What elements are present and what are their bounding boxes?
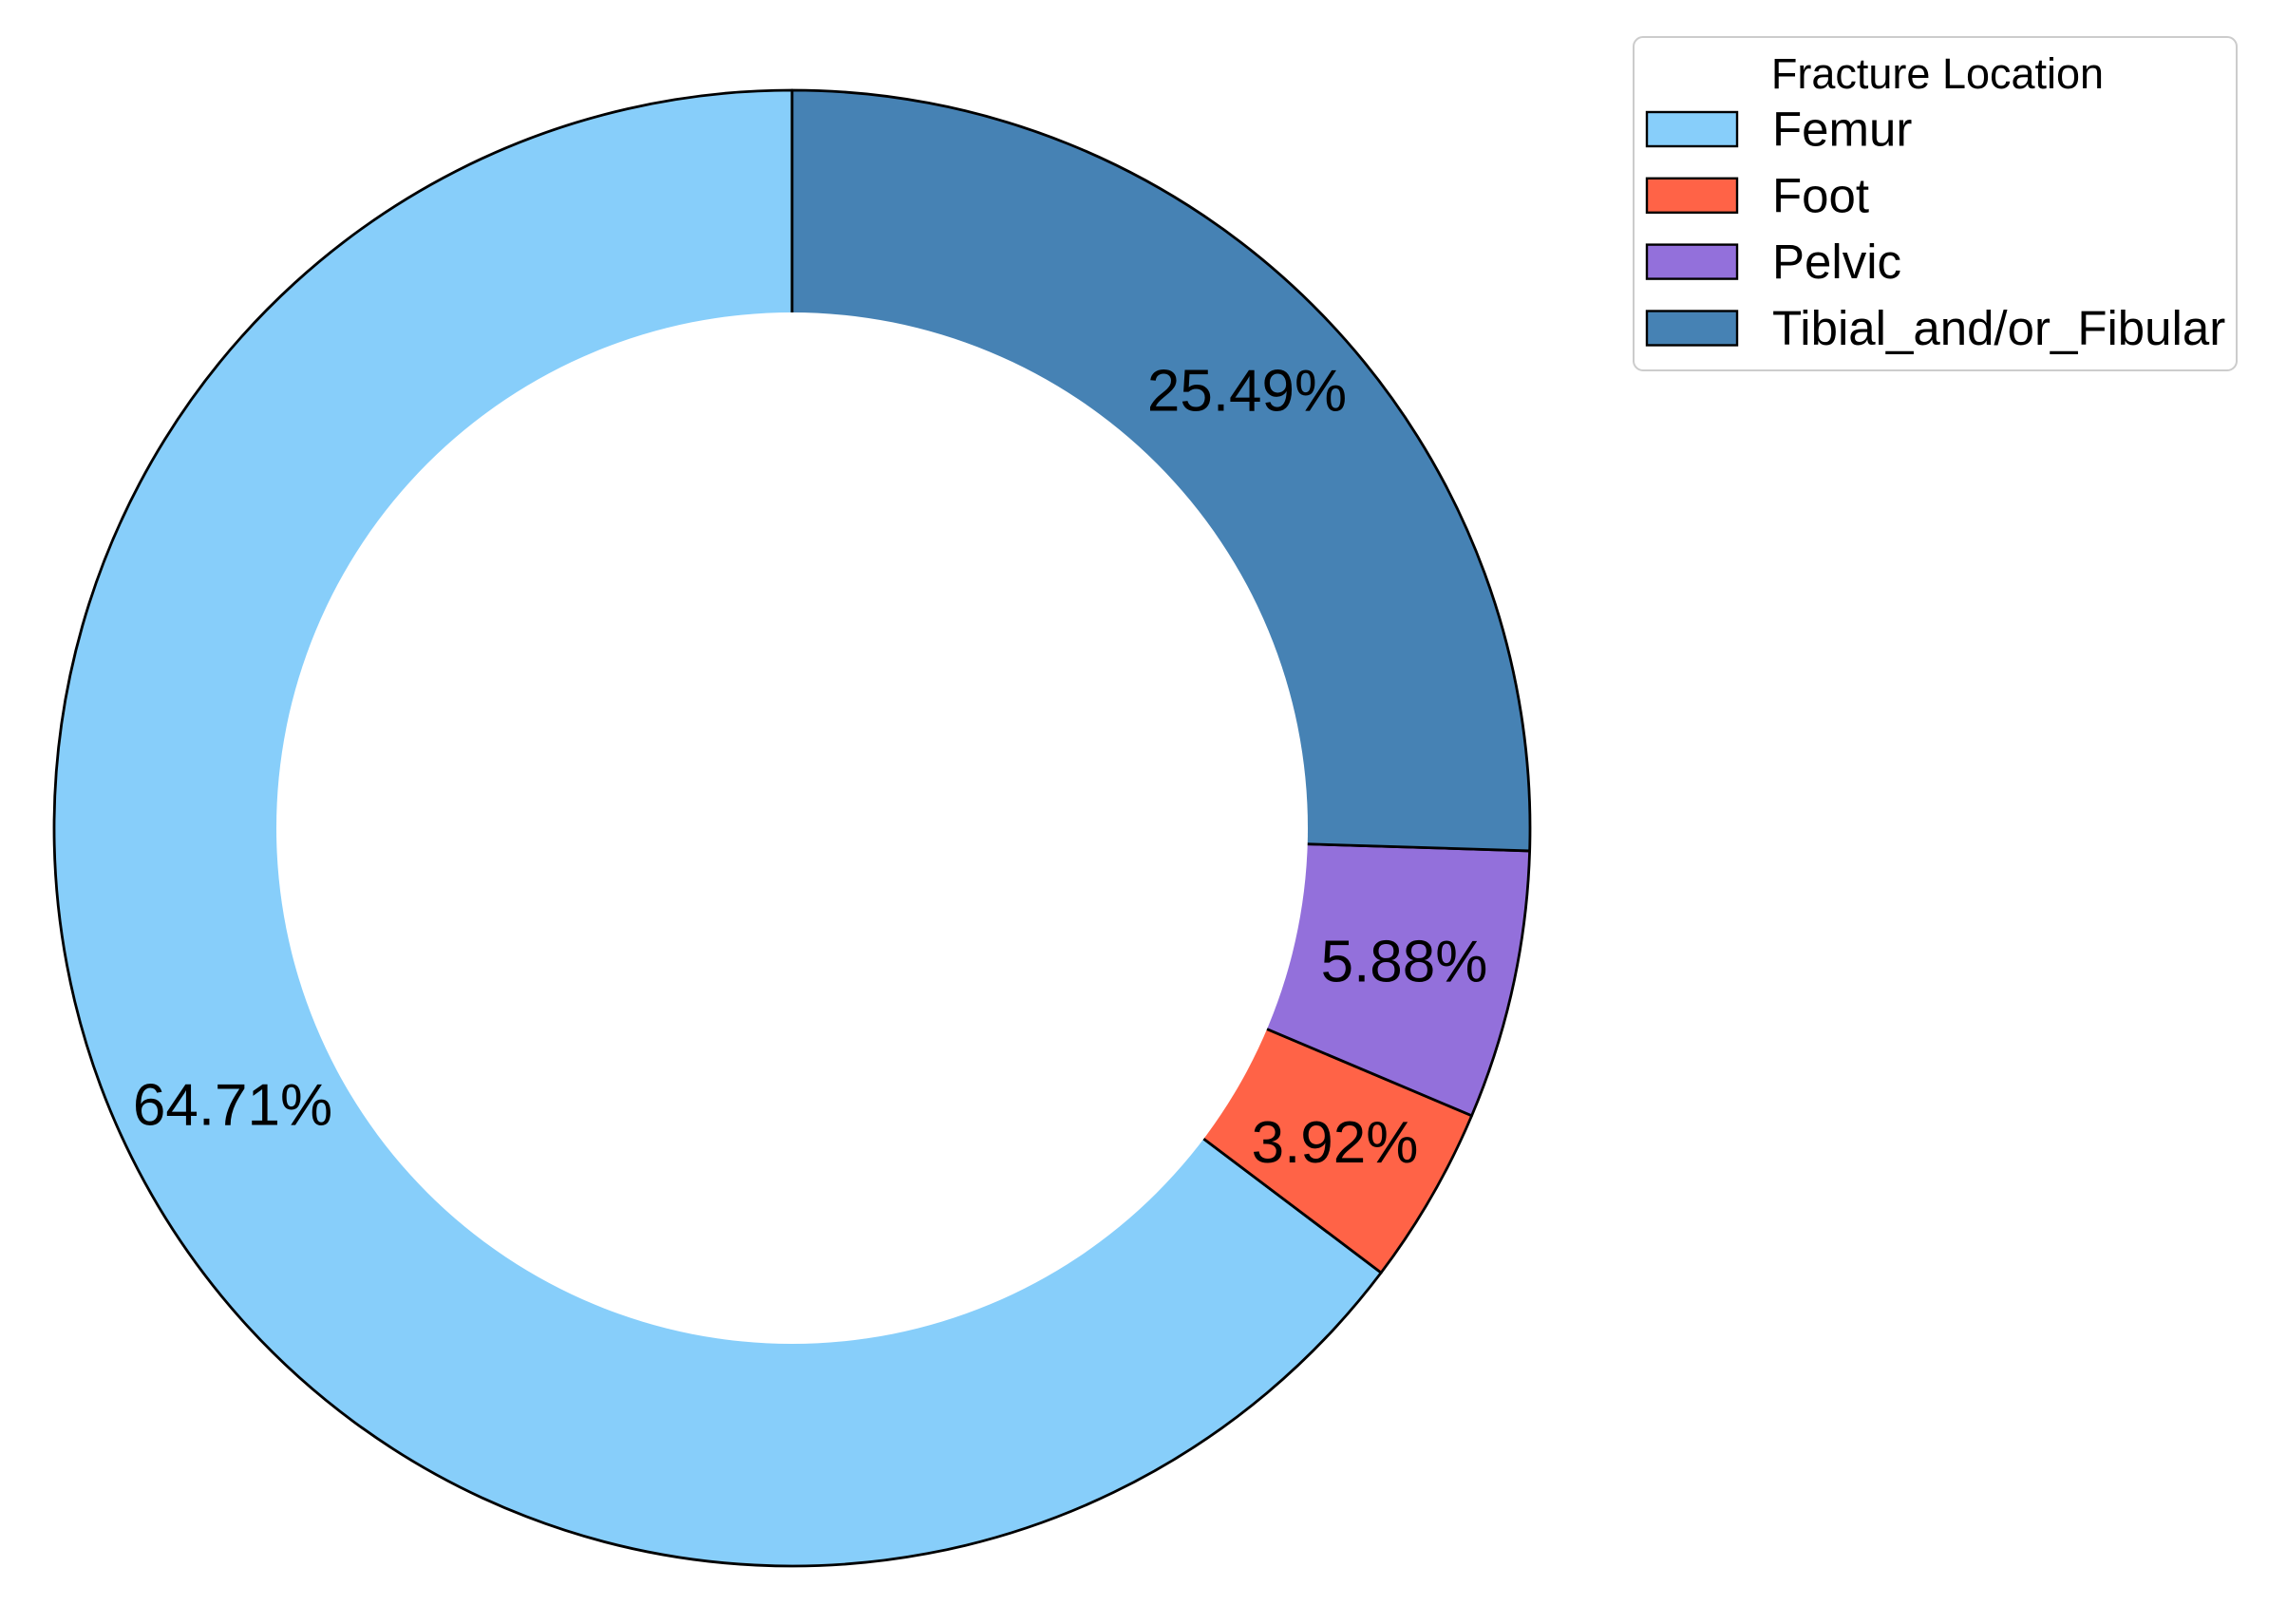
svg-text:Pelvic: Pelvic [1772,235,1901,289]
svg-text:Femur: Femur [1772,103,1912,157]
svg-text:64.71%: 64.71% [133,1072,332,1138]
svg-text:5.88%: 5.88% [1321,930,1488,995]
svg-text:Fracture Location: Fracture Location [1771,49,2104,98]
svg-text:3.92%: 3.92% [1252,1110,1419,1176]
svg-text:Foot: Foot [1772,168,1869,222]
svg-text:Tibial_and/or_Fibular: Tibial_and/or_Fibular [1772,301,2225,355]
svg-text:25.49%: 25.49% [1147,359,1347,425]
